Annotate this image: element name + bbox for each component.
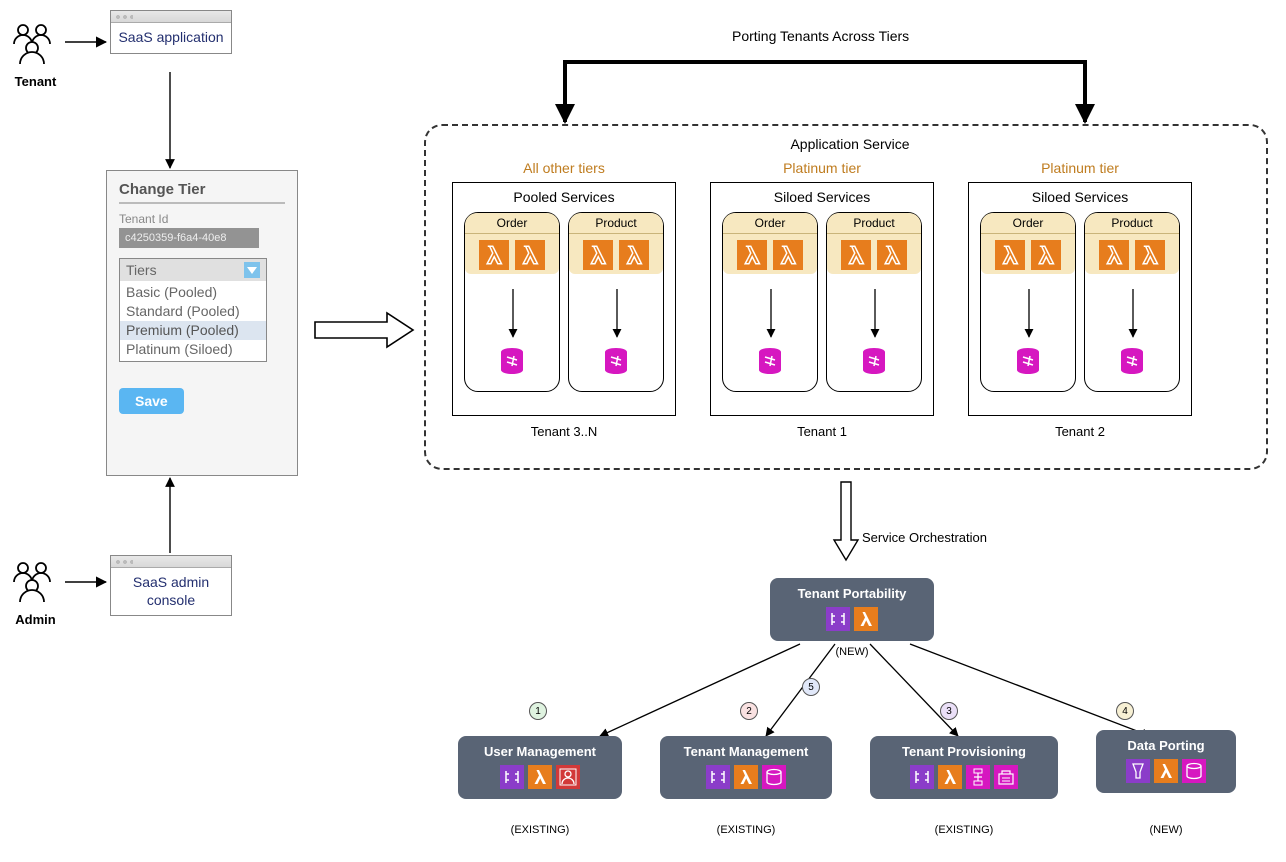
lambda-icon xyxy=(877,240,907,270)
tenant-mgmt-status: (EXISTING) xyxy=(660,824,832,836)
product-service-pooled: Product xyxy=(568,212,664,392)
save-button[interactable]: Save xyxy=(119,388,184,414)
tenant-provisioning-title: Tenant Provisioning xyxy=(876,744,1052,759)
glue-icon xyxy=(1126,759,1150,783)
tenant-id-field[interactable]: c4250359-f6a4-40e8 xyxy=(119,228,259,248)
admin-label: Admin xyxy=(8,612,63,627)
siloed-title-2: Siloed Services xyxy=(969,189,1191,205)
lambda-icon xyxy=(1031,240,1061,270)
tenant-portability-title: Tenant Portability xyxy=(776,586,928,601)
api-gateway-icon xyxy=(706,765,730,789)
lambda-icon xyxy=(734,765,758,789)
saas-app-title: SaaS application xyxy=(111,23,231,53)
api-gateway-icon xyxy=(500,765,524,789)
lambda-icon xyxy=(938,765,962,789)
data-porting-title: Data Porting xyxy=(1102,738,1230,753)
database-icon xyxy=(1119,347,1145,380)
api-gateway-icon xyxy=(826,607,850,631)
order-service-siloed-1: Order xyxy=(722,212,818,392)
lambda-icon xyxy=(1154,759,1178,783)
user-mgmt-status: (EXISTING) xyxy=(458,824,622,836)
tenant-prov-status: (EXISTING) xyxy=(870,824,1058,836)
lambda-icon xyxy=(528,765,552,789)
order-service-siloed-2: Order xyxy=(980,212,1076,392)
porting-label: Porting Tenants Across Tiers xyxy=(732,28,909,44)
form-title: Change Tier xyxy=(119,181,285,204)
saas-app-window: SaaS application xyxy=(110,10,232,54)
user-management-title: User Management xyxy=(464,744,616,759)
badge-5: 5 xyxy=(802,678,820,696)
api-gateway-icon xyxy=(910,765,934,789)
tenant-provisioning-box: Tenant Provisioning xyxy=(870,736,1058,799)
lambda-icon xyxy=(619,240,649,270)
change-tier-form: Change Tier Tenant Id c4250359-f6a4-40e8… xyxy=(106,170,298,476)
saas-admin-window: SaaS admin console xyxy=(110,555,232,616)
tier-option[interactable]: Standard (Pooled) xyxy=(120,302,266,321)
tenant-users-icon xyxy=(8,20,63,73)
portability-status: (NEW) xyxy=(770,646,934,658)
product-service-siloed-1: Product xyxy=(826,212,922,392)
database-icon xyxy=(861,347,887,380)
tenant-label: Tenant xyxy=(8,74,63,89)
tier-platinum-1: Platinum tier xyxy=(710,160,934,176)
tier-option[interactable]: Platinum (Siloed) xyxy=(120,340,266,359)
dynamodb-icon xyxy=(1182,759,1206,783)
lambda-icon xyxy=(1099,240,1129,270)
tiers-select[interactable]: Tiers Basic (Pooled) Standard (Pooled) P… xyxy=(119,258,267,362)
dynamodb-icon xyxy=(762,765,786,789)
tenant-portability-box: Tenant Portability xyxy=(770,578,934,641)
badge-2: 2 xyxy=(740,702,758,720)
data-porting-status: (NEW) xyxy=(1096,824,1236,836)
tenant-2-label: Tenant 2 xyxy=(968,424,1192,439)
lambda-icon xyxy=(995,240,1025,270)
lambda-icon xyxy=(841,240,871,270)
orchestration-label: Service Orchestration xyxy=(862,530,987,545)
app-service-label: Application Service xyxy=(760,136,940,152)
tenant-id-label: Tenant Id xyxy=(119,212,285,226)
cognito-icon xyxy=(556,765,580,789)
step-functions-icon xyxy=(966,765,990,789)
admin-users-icon xyxy=(8,558,63,611)
user-management-box: User Management xyxy=(458,736,622,799)
database-icon xyxy=(1015,347,1041,380)
product-service-siloed-2: Product xyxy=(1084,212,1180,392)
tier-all-other: All other tiers xyxy=(452,160,676,176)
lambda-icon xyxy=(1135,240,1165,270)
database-icon xyxy=(757,347,783,380)
order-service-pooled: Order xyxy=(464,212,560,392)
tenant-management-title: Tenant Management xyxy=(666,744,826,759)
database-icon xyxy=(603,347,629,380)
cloudformation-icon xyxy=(994,765,1018,789)
tenant-management-box: Tenant Management xyxy=(660,736,832,799)
tenant-3n-label: Tenant 3..N xyxy=(452,424,676,439)
tier-option-selected[interactable]: Premium (Pooled) xyxy=(120,321,266,340)
tenant-1-label: Tenant 1 xyxy=(710,424,934,439)
lambda-icon xyxy=(583,240,613,270)
siloed-title-1: Siloed Services xyxy=(711,189,933,205)
database-icon xyxy=(499,347,525,380)
chevron-down-icon xyxy=(244,262,260,278)
lambda-icon xyxy=(515,240,545,270)
tier-option[interactable]: Basic (Pooled) xyxy=(120,283,266,302)
badge-4: 4 xyxy=(1116,702,1134,720)
pooled-title: Pooled Services xyxy=(453,189,675,205)
lambda-icon xyxy=(737,240,767,270)
lambda-icon xyxy=(854,607,878,631)
tier-platinum-2: Platinum tier xyxy=(968,160,1192,176)
badge-1: 1 xyxy=(529,702,547,720)
tiers-select-label: Tiers xyxy=(126,262,157,278)
data-porting-box: Data Porting xyxy=(1096,730,1236,793)
saas-admin-title: SaaS admin console xyxy=(111,568,231,615)
lambda-icon xyxy=(479,240,509,270)
badge-3: 3 xyxy=(940,702,958,720)
lambda-icon xyxy=(773,240,803,270)
